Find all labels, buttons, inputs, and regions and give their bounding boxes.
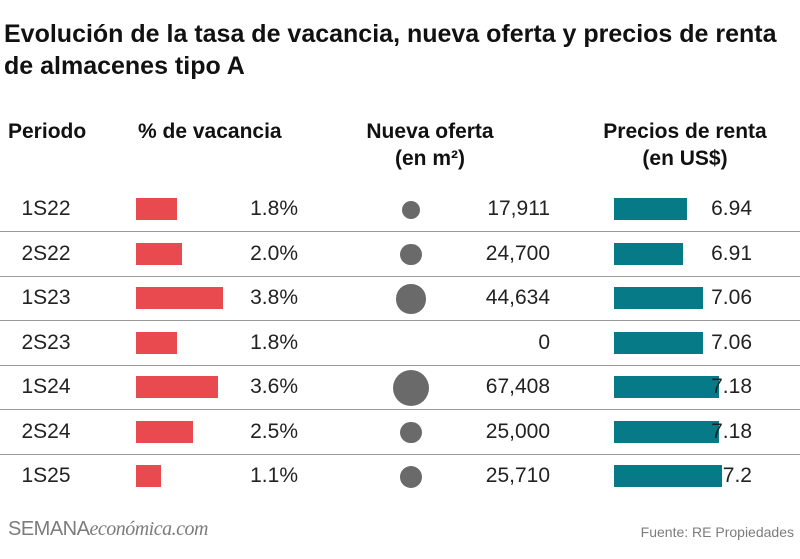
precio-bar	[614, 420, 719, 443]
header-nueva-oferta-line2: (en m²)	[395, 147, 465, 170]
row-divider	[0, 231, 800, 232]
row-divider	[0, 364, 800, 366]
row-divider	[0, 453, 800, 455]
precio-value: 6.91	[711, 241, 752, 265]
precio-bar	[614, 331, 703, 354]
oferta-value: 17,911	[487, 197, 550, 220]
vacancia-bar	[136, 376, 218, 398]
oferta-value: 44,634	[485, 286, 550, 309]
vacancia-value: 3.6%	[250, 375, 298, 398]
periodo-label: 1S23	[21, 286, 71, 309]
oferta-bubble	[400, 421, 422, 444]
header-precios-renta-line1: Precios de renta	[603, 120, 767, 143]
oferta-value: 67,408	[485, 375, 550, 398]
precio-bar	[614, 465, 722, 487]
precio-value: 7.06	[711, 286, 752, 309]
chart-title: Evolución de la tasa de vacancia, nueva …	[4, 20, 777, 80]
vacancia-bar	[136, 420, 193, 443]
brand-logo-economica: económica.com	[89, 518, 208, 540]
table-row: 1S23 3.8% 44,634 7.06	[0, 276, 800, 320]
oferta-value: 25,710	[485, 464, 550, 487]
precio-bar	[614, 287, 703, 309]
table-row: 2S22 2.0% 24,700 6.91	[0, 232, 800, 276]
header-nueva-oferta-line1: Nueva oferta	[366, 120, 494, 143]
row-divider	[0, 275, 800, 277]
vacancia-bar	[136, 242, 182, 265]
periodo-label: 2S23	[21, 330, 71, 354]
table-row: 2S24 2.5% 25,000 7.18	[0, 410, 800, 454]
source-note: Fuente: RE Propiedades	[640, 524, 794, 540]
oferta-value: 25,000	[485, 419, 550, 443]
precio-bar	[614, 242, 683, 265]
precio-value: 7.18	[711, 375, 752, 398]
precio-bar	[614, 376, 719, 398]
table-row: 1S22 1.8% 17,911 6.94	[0, 187, 800, 231]
oferta-bubble	[399, 465, 423, 489]
vacancia-bar	[136, 198, 177, 220]
vacancia-bar	[136, 331, 177, 354]
header-nueva-oferta: Nueva oferta (en m²)	[330, 118, 530, 172]
vacancia-value: 3.8%	[250, 286, 298, 309]
oferta-value: 24,700	[485, 241, 550, 265]
periodo-label: 1S22	[21, 197, 71, 220]
precio-value: 7.2	[722, 464, 752, 487]
periodo-label: 1S24	[21, 375, 71, 398]
header-precios-renta-line2: (en US$)	[642, 147, 728, 170]
oferta-bubble	[396, 284, 426, 314]
precio-value: 7.18	[711, 419, 752, 443]
row-divider	[0, 409, 800, 410]
header-vacancia: % de vacancia	[138, 120, 282, 143]
vacancia-value: 1.8%	[250, 330, 298, 354]
row-divider	[0, 320, 800, 321]
oferta-bubble	[400, 243, 422, 266]
vacancia-bar	[136, 465, 161, 487]
oferta-bubble	[393, 370, 429, 406]
vacancia-value: 2.0%	[250, 241, 298, 265]
vacancia-bar	[136, 287, 223, 309]
precio-bar	[614, 198, 687, 220]
header-precios-renta: Precios de renta (en US$)	[570, 118, 800, 172]
oferta-value: 0	[538, 330, 550, 354]
precio-value: 7.06	[711, 330, 752, 354]
vacancia-value: 2.5%	[250, 419, 298, 443]
vacancia-value: 1.1%	[250, 464, 298, 487]
table-row: 2S23 1.8% 0 7.06	[0, 321, 800, 365]
periodo-label: 2S22	[21, 241, 71, 265]
vacancia-value: 1.8%	[250, 197, 298, 220]
precio-value: 6.94	[711, 197, 752, 220]
periodo-label: 2S24	[21, 419, 71, 443]
table-row: 1S25 1.1% 25,710 7.2	[0, 454, 800, 498]
header-periodo: Periodo	[8, 120, 87, 143]
brand-logo: SEMANAeconómica.com	[8, 518, 208, 541]
brand-logo-semana: SEMANA	[8, 518, 90, 540]
table-row: 1S24 3.6% 67,408 7.18	[0, 365, 800, 409]
periodo-label: 1S25	[21, 464, 71, 487]
oferta-bubble	[401, 200, 421, 220]
